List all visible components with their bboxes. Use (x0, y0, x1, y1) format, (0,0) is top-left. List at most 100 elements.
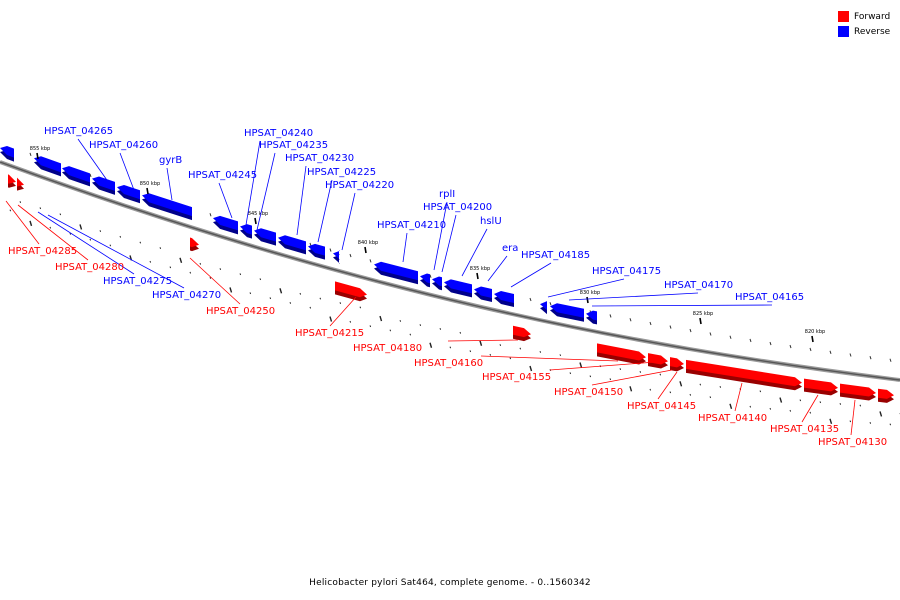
gene-label: HPSAT_04215 (295, 328, 364, 339)
scale-tick (69, 232, 72, 235)
leader-line (480, 355, 619, 362)
reverse-gene-arrow (374, 261, 418, 281)
reverse-gene-arrow (550, 303, 584, 318)
scale-tick (529, 297, 532, 302)
leader-line (317, 179, 333, 243)
scale-tick (289, 302, 292, 304)
scale-tick (509, 357, 512, 360)
scale-tick (349, 320, 352, 323)
leader-line (77, 138, 110, 184)
scale-tick (359, 306, 362, 309)
scale-major-tick (699, 317, 702, 325)
scale-tick (209, 277, 212, 279)
reverse-gene-arrow (432, 276, 442, 287)
scale-tick (229, 287, 233, 293)
scale-major-tick (364, 246, 367, 254)
scale-tick (209, 213, 212, 217)
leader-line (801, 394, 819, 423)
scale-tick (609, 378, 612, 381)
scale-tick (609, 314, 612, 318)
scale-tick (689, 328, 692, 333)
gene-label: HPSAT_04280 (55, 262, 124, 273)
scale-tick (879, 411, 883, 417)
scale-tick (29, 220, 33, 227)
gene-label: HPSAT_04185 (521, 250, 590, 261)
scale-tick (169, 266, 172, 269)
scale-tick (759, 390, 762, 393)
scale-tick (709, 332, 712, 336)
scale-tick (109, 244, 112, 247)
scale-label: 830 kbp (580, 290, 600, 296)
scale-tick (79, 224, 83, 230)
scale-tick (349, 253, 352, 258)
scale-tick (259, 278, 262, 281)
gene-features (0, 146, 894, 403)
leader-line (5, 200, 40, 245)
scale-tick (319, 297, 322, 300)
scale-tick (389, 329, 392, 332)
reverse-gene-arrow (474, 286, 492, 299)
leader-line (549, 361, 657, 371)
scale-major-tick (811, 335, 814, 343)
scale-tick (439, 328, 442, 330)
scale-tick (679, 381, 683, 387)
leader-line (402, 232, 408, 263)
scale-tick (649, 321, 652, 326)
leader-line (218, 182, 233, 219)
gene-label: HPSAT_04160 (414, 358, 483, 369)
scale-tick (539, 350, 542, 353)
reverse-gene-arrow (444, 279, 472, 294)
scale-tick (689, 393, 692, 396)
gene-label: HPSAT_04210 (377, 220, 446, 231)
leader-line (734, 382, 743, 412)
reverse-gene-arrow (92, 176, 115, 191)
scale-tick (629, 386, 633, 392)
forward-gene-arrow (17, 177, 24, 187)
scale-major-tick (254, 217, 257, 225)
leader-line (547, 278, 625, 298)
scale-tick (729, 403, 733, 409)
scale-tick (249, 292, 252, 295)
scale-tick (59, 213, 62, 216)
gene-label: HPSAT_04130 (818, 437, 887, 448)
reverse-gene-arrow (117, 184, 140, 200)
scale-tick (699, 383, 702, 386)
scale-tick (449, 346, 452, 349)
gene-label: HPSAT_04150 (554, 387, 623, 398)
reverse-gene-arrow (494, 291, 514, 303)
scale-tick (849, 420, 852, 423)
scale-tick (629, 318, 632, 322)
scale-tick (239, 273, 242, 276)
gene-label: HPSAT_04225 (307, 167, 376, 178)
gene-label: gyrB (159, 155, 182, 166)
scale-tick (329, 316, 333, 322)
scale-tick (339, 302, 342, 304)
scale-tick (749, 338, 752, 343)
forward-gene-arrow (804, 378, 838, 392)
scale-tick (369, 325, 372, 328)
gene-label: HPSAT_04245 (188, 170, 257, 181)
scale-ticks (9, 152, 900, 426)
scale-tick (469, 350, 472, 353)
scale-tick (559, 354, 562, 357)
scale-tick (299, 292, 302, 295)
scale-major-tick (146, 187, 149, 195)
scale-label: 840 kbp (358, 240, 378, 246)
scale-labels: 855 kbp 850 kbp 845 kbp 840 kbp 835 kbp 830 k… (30, 146, 825, 343)
gene-label: HPSAT_04175 (592, 266, 661, 277)
scale-major-tick (586, 296, 589, 304)
scale-tick (649, 388, 652, 391)
scale-tick (769, 341, 772, 346)
scale-tick (789, 409, 792, 412)
gene-label: HPSAT_04265 (44, 126, 113, 137)
leader-line (461, 228, 488, 277)
gene-label: HPSAT_04220 (325, 180, 394, 191)
scale-tick (329, 248, 332, 252)
genome-backbone (0, 160, 900, 382)
gene-label: HPSAT_04250 (206, 306, 275, 317)
gene-label: rplI (439, 189, 455, 200)
scale-tick (159, 247, 162, 250)
scale-tick (779, 397, 783, 403)
leader-line (568, 292, 699, 301)
